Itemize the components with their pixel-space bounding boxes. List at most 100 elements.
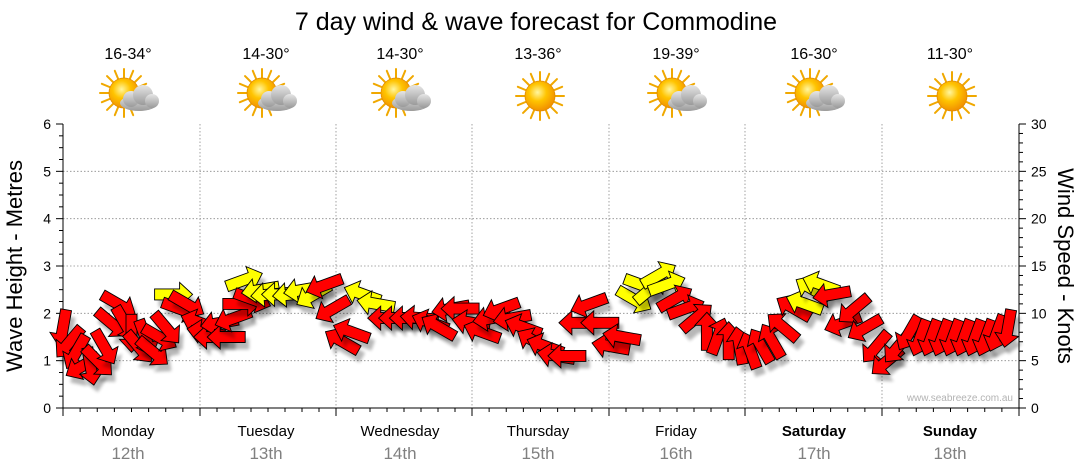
partly-cloudy-icon: [371, 68, 431, 118]
wind-arrow-body: [62, 332, 92, 370]
wind-arrow-body: [746, 328, 776, 366]
wind-arrow-body: [646, 270, 686, 297]
day-name-monday: Monday: [101, 423, 155, 440]
cloud: [668, 85, 707, 111]
temp-range-tuesday: 14-30°: [242, 46, 289, 63]
partly-cloudy-icon: [785, 68, 845, 118]
partly-cloudy-icon: [99, 68, 159, 118]
wind-arrow: [812, 282, 856, 315]
sun-rays: [99, 68, 149, 118]
wind-arrow-body: [305, 272, 345, 300]
day-name-wednesday: Wednesday: [361, 423, 440, 440]
partly-cloudy-icon: [647, 68, 707, 118]
day-date-tuesday: 13th: [249, 444, 282, 463]
wind-arrow-body: [767, 313, 802, 344]
temp-range-sunday: 11-30°: [927, 46, 973, 63]
left-tick-label: 0: [43, 400, 51, 416]
day-date-saturday: 17th: [797, 444, 830, 463]
wind-arrow-body: [547, 342, 587, 369]
wind-arrow-body: [332, 317, 372, 345]
day-date-monday: 12th: [111, 444, 144, 463]
sun-rays: [927, 71, 977, 121]
cloud: [806, 85, 845, 111]
axes: 0 1 2 3 4 5 6 0 5 10 15 20 25 30: [43, 116, 1047, 416]
cloud: [392, 85, 431, 111]
wind-arrow-body: [206, 323, 246, 351]
wind-arrow-body: [678, 303, 712, 335]
wind-arrow-body: [440, 295, 480, 322]
right-tick-label: 15: [1031, 258, 1047, 274]
day-name-friday: Friday: [655, 423, 697, 440]
cloud: [258, 85, 297, 111]
wind-arrow-body: [838, 292, 873, 323]
temp-range-thursday: 13-36°: [514, 46, 561, 63]
wind-arrow-shadow: [319, 301, 356, 330]
wind-arrow: [421, 312, 462, 349]
weather-row: 16-34° 14-30° 14-30° 13-36° 19-39° 16-30° 11-3…: [99, 46, 977, 121]
wind-arrow-body: [570, 291, 610, 319]
wind-arrow-shadow: [852, 320, 888, 349]
temp-range-wednesday: 14-30°: [376, 46, 423, 63]
wind-arrow: [305, 272, 348, 306]
wind-arrow-body: [847, 313, 885, 343]
day-name-sunday: Sunday: [923, 423, 978, 440]
right-tick-label: 20: [1031, 211, 1047, 227]
day-name-thursday: Thursday: [507, 423, 570, 440]
wind-arrow-body: [89, 327, 119, 365]
wind-arrow: [767, 313, 805, 351]
left-tick-label: 4: [43, 211, 51, 227]
wind-arrow: [838, 292, 876, 330]
temp-range-saturday: 16-30°: [790, 46, 837, 63]
wind-arrow: [746, 328, 780, 372]
right-tick-label: 30: [1031, 116, 1047, 132]
day-name-tuesday: Tuesday: [238, 423, 295, 440]
day-date-thursday: 15th: [521, 444, 554, 463]
wind-arrows: [49, 260, 1023, 393]
wind-arrow: [994, 308, 1023, 355]
right-tick-label: 10: [1031, 305, 1047, 321]
wind-arrow: [847, 313, 888, 349]
temp-range-monday: 16-34°: [104, 46, 151, 63]
day-date-wednesday: 14th: [383, 444, 416, 463]
left-tick-label: 2: [43, 305, 51, 321]
wind-arrow-body: [356, 289, 397, 316]
wind-arrow: [547, 342, 590, 375]
day-labels: Monday 12th Tuesday 13th Wednesday 14th Thursd…: [101, 423, 977, 463]
partly-cloudy-icon: [237, 68, 297, 118]
wind-arrow-body: [994, 308, 1020, 348]
sun-disc: [524, 80, 556, 112]
right-tick-label: 5: [1031, 353, 1039, 369]
right-tick-label: 0: [1031, 400, 1039, 416]
temp-range-friday: 19-39°: [652, 46, 699, 63]
wind-arrow: [602, 323, 646, 355]
chart-title: 7 day wind & wave forecast for Commodine: [295, 8, 777, 36]
sun-rays: [371, 68, 421, 118]
watermark: www.seabreeze.com.au: [906, 393, 1013, 404]
wind-arrow: [580, 309, 623, 342]
wind-arrow-body: [862, 328, 893, 363]
left-tick-label: 6: [43, 116, 51, 132]
wind-arrow-body: [602, 323, 642, 349]
left-tick-label: 3: [43, 258, 51, 274]
sunny-icon: [927, 71, 977, 121]
wind-arrow-body: [315, 294, 353, 324]
right-axis-label: Wind Speed - Knots: [1053, 168, 1078, 364]
left-tick-label: 1: [43, 353, 51, 369]
sun-disc: [936, 80, 968, 112]
cloud: [120, 85, 159, 111]
wind-arrow: [332, 317, 376, 351]
wind-arrow: [315, 294, 356, 330]
wind-arrow-body: [812, 282, 852, 309]
sun-rays: [515, 71, 565, 121]
day-name-saturday: Saturday: [782, 423, 847, 440]
day-date-sunday: 18th: [933, 444, 966, 463]
sunny-icon: [515, 71, 565, 121]
left-axis-label: Wave Height - Metres: [2, 160, 27, 372]
wind-arrow-body: [504, 313, 544, 340]
wind-arrow: [206, 323, 250, 356]
right-tick-label: 25: [1031, 163, 1047, 179]
wind-arrow-body: [149, 309, 180, 344]
wind-arrow-body: [580, 309, 620, 336]
wind-arrow-body: [421, 312, 459, 342]
